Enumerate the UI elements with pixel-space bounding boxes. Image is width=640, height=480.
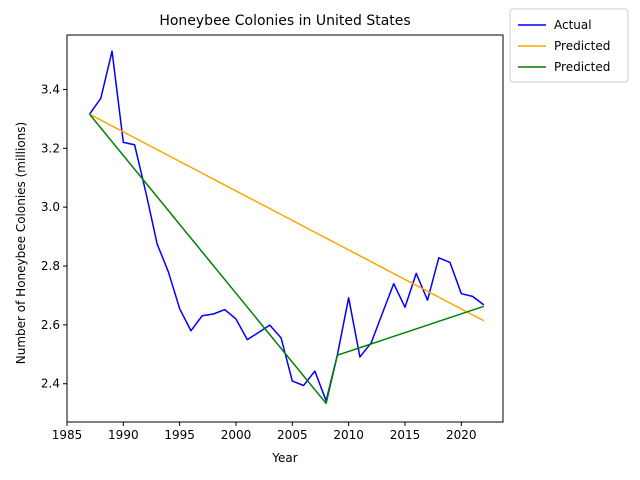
plot-frame xyxy=(66,34,504,423)
plot-area xyxy=(88,50,485,405)
x-tick-label: 2010 xyxy=(333,428,364,442)
legend-label: Predicted xyxy=(554,39,610,53)
series-line-2 xyxy=(89,113,485,322)
chart-title: Honeybee Colonies in United States xyxy=(159,13,410,29)
y-tick-label: 3.4 xyxy=(41,82,60,96)
x-tick-label: 2000 xyxy=(221,428,252,442)
y-tick-label: 2.8 xyxy=(41,259,60,273)
y-tick-label: 3.0 xyxy=(41,200,60,214)
legend-label: Predicted xyxy=(554,60,610,74)
x-tick-label: 2015 xyxy=(390,428,421,442)
legend-box xyxy=(509,8,629,83)
y-tick-label: 2.6 xyxy=(41,318,60,332)
x-axis: 1985 1990 1995 2000 2005 2010 2015 2020 xyxy=(52,422,477,442)
y-tick-label: 3.2 xyxy=(41,141,60,155)
y-tick-label: 2.4 xyxy=(41,377,60,391)
series-line-3 xyxy=(88,113,485,405)
series-line-1 xyxy=(88,50,485,402)
x-tick-label: 2020 xyxy=(446,428,477,442)
legend: Actual Predicted Predicted xyxy=(509,8,629,83)
x-tick-label: 1985 xyxy=(52,428,83,442)
y-axis: 2.4 2.6 2.8 3.0 3.2 3.4 xyxy=(41,82,67,391)
x-tick-label: 1995 xyxy=(164,428,195,442)
x-tick-label: 1990 xyxy=(108,428,139,442)
x-tick-label: 2005 xyxy=(277,428,308,442)
y-axis-label: Number of Honeybee Colonies (millions) xyxy=(14,122,28,364)
x-axis-label: Year xyxy=(271,451,297,465)
legend-label: Actual xyxy=(554,18,592,32)
